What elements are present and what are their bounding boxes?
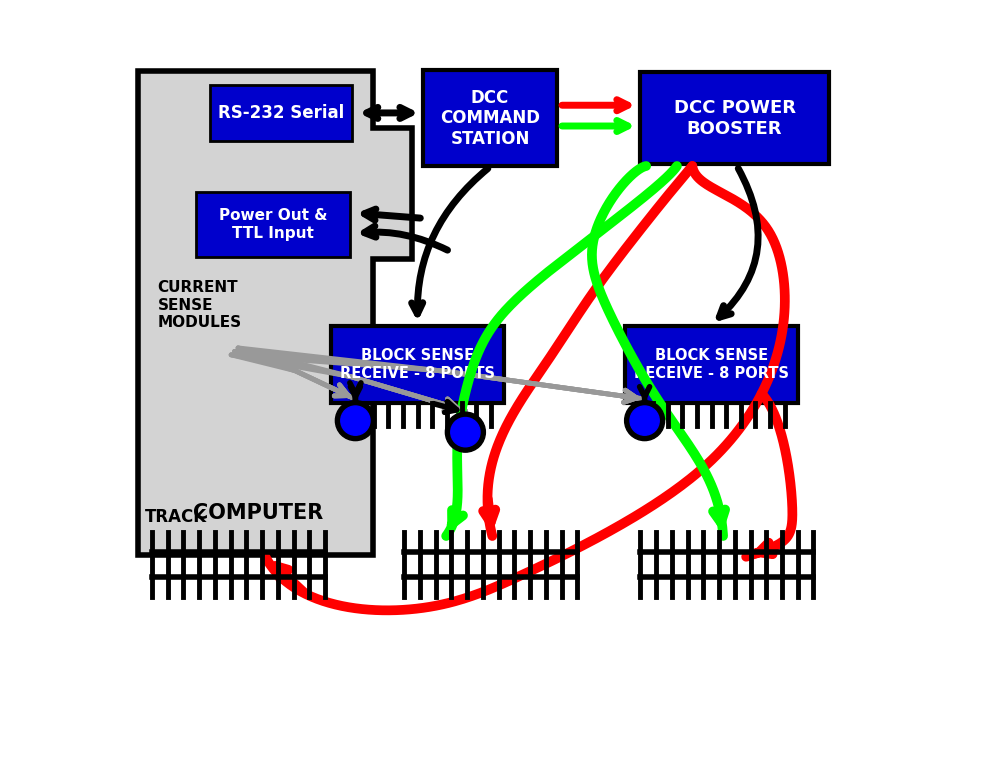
FancyBboxPatch shape: [625, 326, 798, 403]
Circle shape: [341, 406, 370, 435]
FancyBboxPatch shape: [210, 85, 352, 141]
Text: Power Out &
TTL Input: Power Out & TTL Input: [219, 208, 327, 241]
Circle shape: [625, 401, 665, 441]
Text: COMPUTER: COMPUTER: [193, 503, 323, 523]
Circle shape: [445, 412, 485, 452]
FancyBboxPatch shape: [331, 326, 504, 403]
Text: BLOCK SENSE
RECEIVE - 8 PORTS: BLOCK SENSE RECEIVE - 8 PORTS: [340, 348, 495, 381]
Text: BLOCK SENSE
RECEIVE - 8 PORTS: BLOCK SENSE RECEIVE - 8 PORTS: [634, 348, 789, 381]
FancyBboxPatch shape: [423, 70, 557, 167]
Text: DCC
COMMAND
STATION: DCC COMMAND STATION: [440, 89, 540, 148]
Text: DCC POWER
BOOSTER: DCC POWER BOOSTER: [674, 99, 796, 137]
Text: RS-232 Serial: RS-232 Serial: [218, 104, 344, 122]
FancyBboxPatch shape: [196, 191, 350, 257]
Text: CURRENT
SENSE
MODULES: CURRENT SENSE MODULES: [158, 280, 242, 330]
Circle shape: [630, 406, 659, 435]
Circle shape: [451, 418, 480, 447]
FancyBboxPatch shape: [640, 72, 829, 164]
Polygon shape: [138, 70, 412, 555]
Text: TRACK: TRACK: [145, 508, 207, 526]
Circle shape: [335, 401, 375, 441]
